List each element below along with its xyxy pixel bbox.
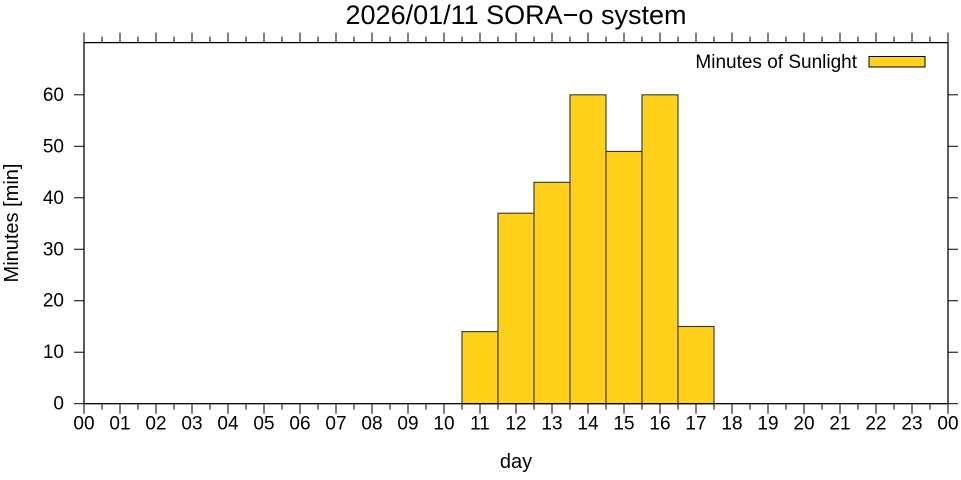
svg-text:18: 18: [721, 414, 742, 435]
svg-text:15: 15: [613, 414, 634, 435]
svg-text:22: 22: [865, 414, 886, 435]
svg-text:60: 60: [43, 85, 64, 106]
svg-text:20: 20: [793, 414, 814, 435]
svg-text:11: 11: [470, 414, 490, 435]
svg-text:02: 02: [145, 414, 166, 435]
svg-text:06: 06: [289, 414, 310, 435]
svg-text:07: 07: [325, 414, 346, 435]
svg-text:00: 00: [937, 414, 958, 435]
svg-text:19: 19: [757, 414, 778, 435]
svg-text:13: 13: [541, 414, 562, 435]
svg-text:12: 12: [505, 414, 526, 435]
svg-text:03: 03: [181, 414, 202, 435]
svg-text:21: 21: [829, 414, 850, 435]
svg-text:05: 05: [253, 414, 274, 435]
svg-text:20: 20: [43, 291, 64, 312]
svg-text:Minutes [min]: Minutes [min]: [1, 164, 23, 283]
svg-text:10: 10: [433, 414, 454, 435]
svg-text:01: 01: [109, 414, 130, 435]
svg-text:day: day: [500, 451, 532, 473]
svg-text:16: 16: [649, 414, 670, 435]
svg-text:09: 09: [397, 414, 418, 435]
svg-text:04: 04: [217, 414, 239, 435]
svg-text:08: 08: [361, 414, 382, 435]
svg-text:23: 23: [901, 414, 922, 435]
svg-text:50: 50: [43, 136, 64, 157]
svg-text:17: 17: [685, 414, 706, 435]
svg-text:0: 0: [53, 394, 64, 415]
svg-text:10: 10: [43, 342, 64, 363]
svg-text:00: 00: [73, 414, 94, 435]
svg-text:30: 30: [43, 239, 64, 260]
svg-text:40: 40: [43, 188, 64, 209]
svg-text:Minutes of Sunlight: Minutes of Sunlight: [695, 52, 857, 73]
svg-text:14: 14: [577, 414, 599, 435]
svg-text:2026/01/11 SORA−o system: 2026/01/11 SORA−o system: [346, 0, 687, 30]
